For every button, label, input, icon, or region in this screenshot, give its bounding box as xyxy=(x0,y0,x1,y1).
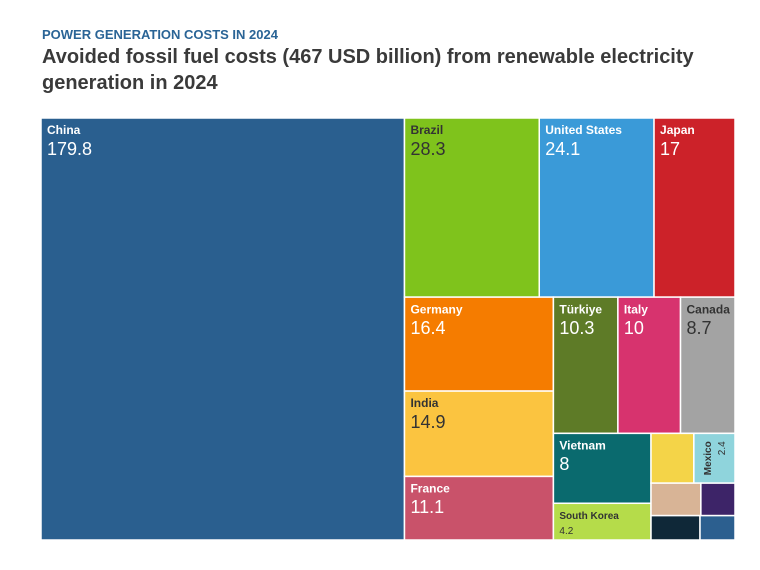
value-label: 10 xyxy=(624,318,644,338)
treemap-cell xyxy=(552,502,652,541)
cell-label: South Korea xyxy=(559,511,619,522)
value-label: 8 xyxy=(559,454,569,474)
chart-title: Avoided fossil fuel costs (467 USD billi… xyxy=(42,46,694,94)
value-label: 2.4 xyxy=(717,441,728,455)
chart-subtitle: POWER GENERATION COSTS IN 2024 xyxy=(42,27,278,42)
value-label: 10.3 xyxy=(559,318,594,338)
value-label: 14.9 xyxy=(410,412,445,432)
value-label: 17 xyxy=(660,139,680,159)
cell-label: Japan xyxy=(660,123,695,137)
treemap-cell xyxy=(40,117,406,541)
treemap-cell xyxy=(699,514,736,541)
cell-label: Vietnam xyxy=(559,439,605,453)
treemap-cell xyxy=(403,475,555,541)
treemap-cell xyxy=(693,432,736,484)
treemap-cell xyxy=(403,390,555,478)
value-label: 28.3 xyxy=(410,139,445,159)
treemap-cell xyxy=(650,432,695,484)
value-label: 179.8 xyxy=(47,139,92,159)
value-label: 16.4 xyxy=(410,318,445,338)
value-label: 8.7 xyxy=(687,318,712,338)
cell-label: United States xyxy=(545,123,622,137)
cell-label: Brazil xyxy=(410,123,443,137)
treemap-cell xyxy=(650,514,701,541)
cell-label: China xyxy=(47,123,81,137)
cell-label: Türkiye xyxy=(559,302,602,316)
treemap-cell xyxy=(552,296,619,435)
cell-label: India xyxy=(410,396,438,410)
treemap-cell xyxy=(403,296,555,392)
treemap-cell xyxy=(403,117,541,298)
treemap-cell xyxy=(679,296,736,435)
treemap-cell xyxy=(653,117,736,298)
cell-label: Mexico xyxy=(703,441,714,475)
cell-label: Canada xyxy=(687,302,731,316)
value-label: 11.1 xyxy=(410,497,444,517)
treemap-cell xyxy=(650,482,702,517)
cell-label: Germany xyxy=(410,302,462,316)
treemap-cell xyxy=(700,482,736,517)
value-label: 4.2 xyxy=(559,526,573,537)
cell-label: France xyxy=(410,482,450,496)
cell-label: Italy xyxy=(624,302,648,316)
value-label: 24.1 xyxy=(545,139,580,159)
